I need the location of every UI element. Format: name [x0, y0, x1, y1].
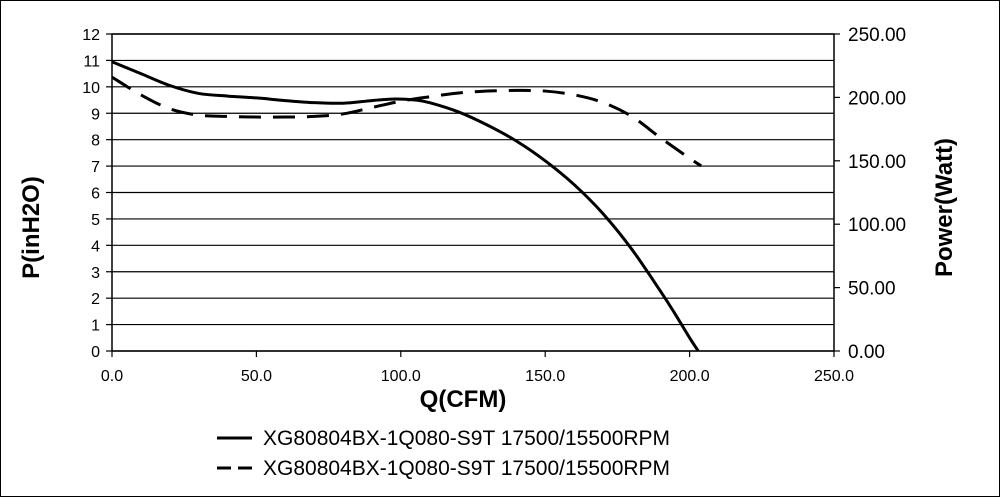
right-tick-label: 50.00 — [848, 279, 896, 300]
left-tick-label: 10 — [82, 80, 100, 97]
right-y-axis-title: Power(Watt) — [931, 138, 958, 277]
x-tick-label: 50.0 — [241, 368, 272, 385]
left-tick-label: 7 — [91, 159, 100, 176]
right-tick-label: 0.00 — [848, 342, 885, 363]
left-tick-label: 5 — [91, 212, 100, 229]
axis-ticks: 01234567891011120.0050.00100.00150.00200… — [82, 25, 906, 385]
x-tick-label: 100.0 — [381, 368, 421, 385]
left-tick-label: 3 — [91, 265, 100, 282]
right-tick-label: 250.00 — [848, 25, 906, 46]
legend-label-dashed: XG80804BX-1Q080-S9T 17500/15500RPM — [263, 457, 670, 480]
left-tick-label: 1 — [91, 318, 100, 335]
x-axis-title: Q(CFM) — [420, 386, 507, 413]
gridlines — [112, 33, 834, 352]
left-tick-label: 11 — [83, 53, 100, 70]
right-tick-label: 150.00 — [848, 152, 906, 173]
left-tick-label: 4 — [91, 238, 100, 255]
legend-label-solid: XG80804BX-1Q080-S9T 17500/15500RPM — [263, 427, 670, 450]
left-tick-label: 2 — [91, 291, 100, 308]
series-lines — [111, 60, 702, 352]
legend: XG80804BX-1Q080-S9T 17500/15500RPM XG808… — [217, 427, 670, 480]
power-series-line-dashed — [111, 75, 702, 168]
left-tick-label: 12 — [82, 27, 100, 44]
x-tick-label: 250.0 — [814, 368, 854, 385]
x-tick-label: 150.0 — [525, 368, 565, 385]
left-tick-label: 6 — [91, 186, 100, 203]
right-tick-label: 200.00 — [848, 88, 906, 109]
pressure-series-line-solid — [111, 60, 700, 352]
left-y-axis-title: P(inH2O) — [18, 176, 45, 279]
right-tick-label: 100.00 — [848, 215, 906, 236]
left-tick-label: 8 — [91, 133, 100, 150]
left-tick-label: 9 — [91, 106, 100, 123]
x-tick-label: 200.0 — [670, 368, 710, 385]
x-tick-label: 0.0 — [101, 368, 123, 385]
left-tick-label: 0 — [91, 344, 100, 361]
